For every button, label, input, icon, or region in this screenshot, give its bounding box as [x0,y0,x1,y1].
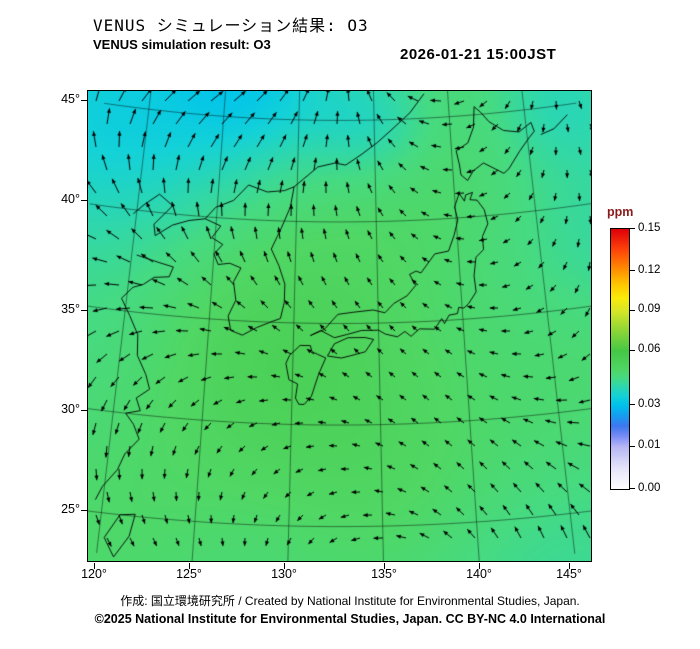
colorbar-tick-label: 0.15 [638,221,661,234]
colorbar-tick-label: 0.12 [638,263,661,276]
timestamp-label: 2026-01-21 15:00JST [400,46,557,63]
colorbar-tick-mark [630,349,635,352]
lat-tick-label: 40° [61,192,80,206]
lat-tick-label: 25° [61,502,80,516]
page-title-japanese: VENUS シミュレーション結果: O3 [93,16,369,35]
colorbar-tick-label: 0.03 [638,397,661,410]
colorbar-tick-mark [630,270,635,272]
lat-tick-mark [81,410,87,412]
colorbar-tick-label: 0.06 [638,343,661,356]
colorbar-tick-label: 0.09 [638,303,661,316]
lon-tick-mark [384,563,386,569]
lon-tick-mark [569,563,571,569]
lon-tick-label: 125° [176,567,202,581]
lat-tick-label: 45° [61,92,80,106]
lon-tick-label: 120° [81,567,107,581]
lon-tick-mark [284,563,286,569]
lon-tick-mark [479,563,481,569]
colorbar-tick-mark [630,309,635,312]
colorbar-gradient [611,229,629,489]
footer-license: ©2025 National Institute for Environment… [94,612,606,626]
colorbar-tick-mark [630,228,635,230]
lon-tick-label: 135° [371,567,397,581]
lat-tick-mark [81,200,87,202]
map-canvas [88,91,591,561]
lon-tick-mark [189,563,191,569]
lat-tick-mark [81,510,87,512]
page-title-english: VENUS simulation result: O3 [93,37,271,52]
lat-tick-label: 35° [61,302,80,316]
lon-tick-label: 130° [271,567,297,581]
colorbar-tick-mark [630,445,635,448]
lat-tick-mark [81,310,87,312]
colorbar-tick-mark [630,404,635,406]
colorbar-tick-mark [630,488,635,490]
lat-tick-label: 30° [61,402,80,416]
colorbar-tick-label: 0.00 [638,481,661,494]
lon-tick-label: 140° [466,567,492,581]
lat-tick-mark [81,100,87,102]
colorbar [610,228,630,490]
colorbar-unit-label: ppm [607,205,634,219]
lon-tick-label: 145° [556,567,582,581]
map-panel [87,90,592,562]
lon-tick-mark [94,563,96,569]
colorbar-tick-label: 0.01 [638,439,661,452]
footer-credit: 作成: 国立環境研究所 / Created by National Instit… [120,594,580,608]
